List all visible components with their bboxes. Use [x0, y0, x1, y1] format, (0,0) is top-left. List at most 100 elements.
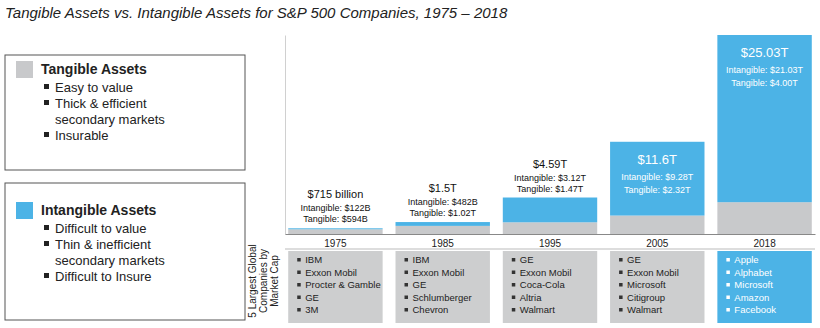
legend-bullet: secondary markets: [55, 112, 165, 127]
bullet: [619, 308, 623, 312]
bullet: [726, 258, 730, 262]
bullet: [726, 283, 730, 287]
bar: [717, 202, 811, 234]
companies-label: 5 Largest Global: [247, 244, 258, 317]
legend-box: [5, 183, 245, 320]
x-tick-label: 2018: [753, 238, 776, 249]
company-name: IBM: [305, 254, 322, 265]
bullet: [405, 258, 409, 262]
company-name: Citigroup: [627, 292, 665, 303]
company-name: Microsoft: [627, 279, 666, 290]
bullet: [44, 100, 49, 105]
legend-bullet: Insurable: [55, 128, 108, 143]
series-1: [288, 35, 812, 229]
bullet: [512, 271, 516, 275]
legend-bullet: Difficult to value: [55, 221, 147, 236]
bar: [503, 222, 597, 234]
company-name: Walmart: [520, 304, 555, 315]
legend-swatch: [16, 61, 33, 78]
company-name: GE: [520, 254, 534, 265]
value-label: Intangible: $9.28T: [621, 172, 694, 182]
value-label: Tangible: $4.00T: [731, 78, 798, 88]
company-box: [610, 251, 704, 323]
x-tick-label: 1985: [432, 238, 455, 249]
bullet: [297, 258, 301, 262]
bar: [610, 142, 704, 216]
company-name: Chevron: [413, 304, 449, 315]
company-name: Facebook: [734, 304, 776, 315]
company-name: Alphabet: [734, 267, 772, 278]
bullet: [44, 241, 49, 246]
x-tick: 1995: [539, 234, 562, 249]
bar: [396, 222, 490, 226]
bullet: [297, 283, 301, 287]
bullet: [619, 296, 623, 300]
legend-bullet: Difficult to Insure: [55, 269, 152, 284]
bullet: [44, 225, 49, 230]
bullet: [512, 296, 516, 300]
total-label: $4.59T: [533, 158, 568, 170]
company-name: Altria: [520, 292, 542, 303]
value-label: Intangible: $3.12T: [514, 173, 587, 183]
company-box: [396, 251, 490, 323]
company-name: GE: [627, 254, 641, 265]
bullet: [405, 308, 409, 312]
value-label: Tangible: $2.32T: [624, 185, 691, 195]
company-box: [288, 251, 382, 323]
company-name: GE: [305, 292, 319, 303]
company-name: GE: [413, 279, 427, 290]
bars: [288, 35, 812, 234]
value-label: Intangible: $122B: [300, 203, 370, 213]
legend: Tangible Assets Easy to valueThick & effi…: [5, 55, 245, 320]
x-axis: 19751985199520052018: [286, 234, 816, 249]
value-label: Intangible: $482B: [408, 197, 478, 207]
company-box: [717, 251, 811, 323]
companies-label: Market Cap: [269, 255, 280, 307]
company-name: Coca-Cola: [520, 279, 566, 290]
company-name: Microsoft: [734, 279, 773, 290]
company-name: 3M: [305, 304, 318, 315]
legend-title: Tangible Assets: [41, 61, 147, 77]
value-label: Tangible: $1.02T: [409, 208, 476, 218]
bullet: [44, 273, 49, 278]
bullet: [726, 308, 730, 312]
legend-box: [5, 55, 245, 170]
bullet: [512, 258, 516, 262]
total-label: $11.6T: [638, 152, 678, 167]
bar: [717, 35, 811, 202]
bullet: [726, 271, 730, 275]
bar: [396, 226, 490, 234]
total-label: $25.03T: [741, 45, 789, 60]
company-name: Walmart: [627, 304, 662, 315]
company-name: Exxon Mobil: [413, 267, 465, 278]
bullet: [297, 296, 301, 300]
company-name: Exxon Mobil: [305, 267, 357, 278]
bullet: [512, 283, 516, 287]
bullet: [619, 283, 623, 287]
bullet: [512, 308, 516, 312]
chart: Tangible Assets vs. Intangible Assets fo…: [0, 0, 820, 328]
y-axis: [285, 36, 286, 235]
bullet: [405, 283, 409, 287]
company-name: Amazon: [734, 292, 769, 303]
legend-bullet: Easy to value: [55, 80, 133, 95]
company-name: Exxon Mobil: [520, 267, 572, 278]
company-name: Apple: [734, 254, 758, 265]
bullet: [44, 132, 49, 137]
bullet: [619, 258, 623, 262]
bullet: [405, 271, 409, 275]
legend-bullet: secondary markets: [55, 253, 165, 268]
legend-bullet: Thin & inefficient: [55, 237, 151, 252]
x-tick: 1985: [432, 234, 455, 249]
bullet: [297, 308, 301, 312]
company-box: [503, 251, 597, 323]
companies-label: Companies by: [258, 249, 269, 313]
bar: [503, 198, 597, 223]
title: Tangible Assets vs. Intangible Assets fo…: [5, 4, 508, 21]
x-tick-label: 2005: [646, 238, 669, 249]
legend-title: Intangible Assets: [41, 202, 157, 218]
x-tick: 2005: [646, 234, 669, 249]
bullet: [44, 84, 49, 89]
legend-bullet: Thick & efficient: [55, 96, 147, 111]
bar: [288, 229, 382, 234]
